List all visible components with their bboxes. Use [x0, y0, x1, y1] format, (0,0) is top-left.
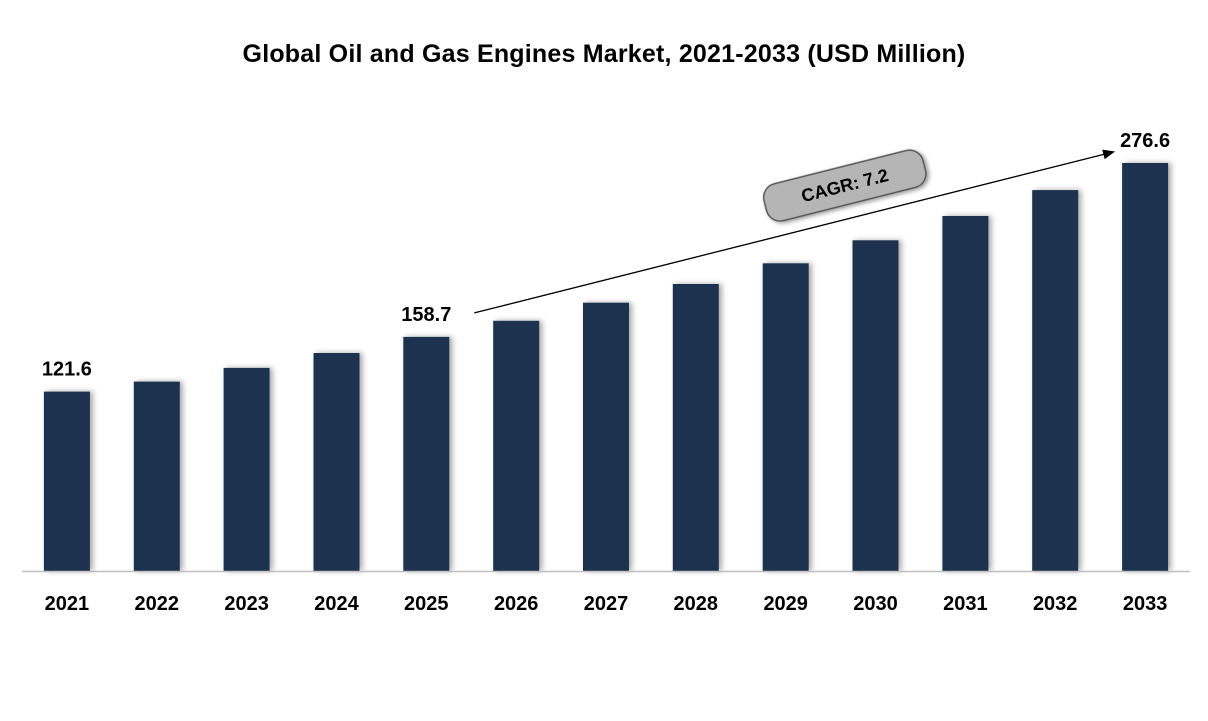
bar-2021	[43, 391, 90, 571]
x-tick-label-2027: 2027	[584, 593, 629, 615]
x-tick-label-2021: 2021	[45, 593, 90, 615]
bar-2023	[223, 367, 270, 571]
data-label-2025: 158.7	[401, 304, 451, 326]
bar-2031	[942, 216, 989, 571]
x-tick-label-2031: 2031	[943, 593, 988, 615]
x-tick-label-2022: 2022	[135, 593, 180, 615]
data-labels: 121.6 158.7 276.6	[42, 130, 1170, 381]
x-tick-labels: 2021 2022 2023 2024 2025 2026 2027 2028 2029 2030…	[45, 593, 1168, 615]
x-tick-label-2029: 2029	[763, 593, 808, 615]
x-tick-label-2025: 2025	[404, 593, 449, 615]
bar-2026	[493, 320, 540, 571]
bar-2032	[1032, 190, 1079, 571]
x-tick-label-2024: 2024	[314, 593, 359, 615]
cagr-arrow	[474, 149, 1116, 314]
chart-title: Global Oil and Gas Engines Market, 2021-…	[242, 40, 966, 68]
bar-2022	[133, 381, 180, 571]
bar-2033	[1122, 163, 1169, 571]
bar-2029	[762, 263, 809, 571]
cagr-badge: CAGR: 7.2	[762, 149, 927, 222]
cagr-badge-background	[762, 149, 927, 222]
bar-2024	[313, 353, 360, 571]
x-tick-label-2028: 2028	[674, 593, 719, 615]
x-tick-label-2023: 2023	[224, 593, 269, 615]
data-label-2033: 276.6	[1120, 130, 1170, 152]
x-tick-label-2032: 2032	[1033, 593, 1078, 615]
x-tick-label-2030: 2030	[853, 593, 898, 615]
bars-layer	[43, 163, 1169, 572]
x-tick-label-2026: 2026	[494, 593, 539, 615]
bar-2028	[672, 284, 719, 571]
bar-2030	[852, 240, 899, 572]
x-tick-label-2033: 2033	[1123, 593, 1168, 615]
bar-2027	[583, 302, 629, 571]
data-label-2021: 121.6	[42, 359, 92, 381]
bar-2025	[403, 336, 450, 571]
